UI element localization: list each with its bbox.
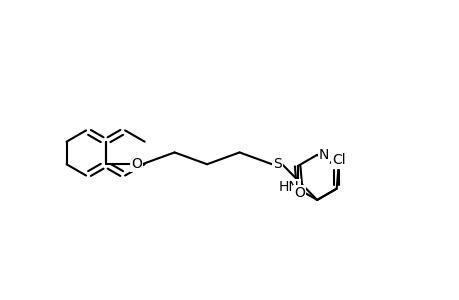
- Text: N: N: [318, 148, 328, 162]
- Text: S: S: [273, 157, 281, 171]
- Text: O: O: [293, 186, 304, 200]
- Text: Cl: Cl: [331, 154, 345, 167]
- Text: O: O: [131, 157, 141, 171]
- Text: HN: HN: [278, 180, 299, 194]
